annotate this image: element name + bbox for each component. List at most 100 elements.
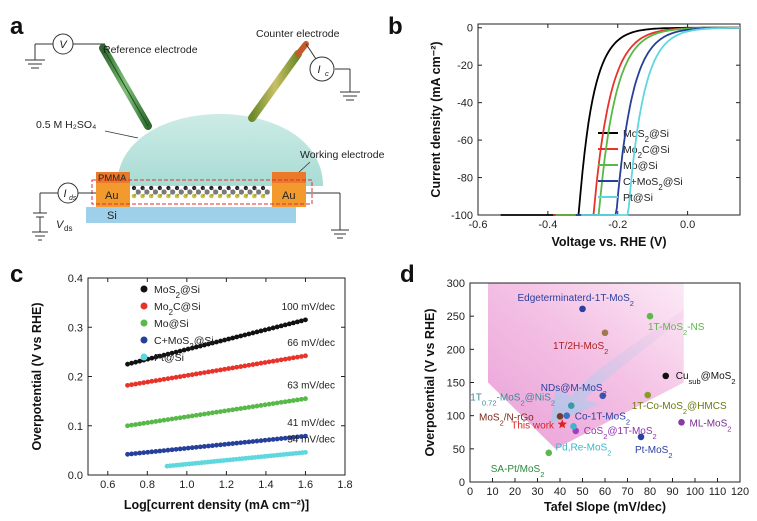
counter-electrode-cap xyxy=(295,41,309,57)
y-tick-label: 300 xyxy=(447,278,465,290)
data-point xyxy=(286,398,292,404)
data-point xyxy=(214,339,219,345)
data-point xyxy=(258,403,264,408)
data-point xyxy=(149,419,155,425)
data-point xyxy=(185,445,191,451)
data-point xyxy=(133,422,139,427)
vds-sub: ds xyxy=(64,224,72,233)
tafel-slope-label: 34 mV/dec xyxy=(287,434,335,445)
x-axis-label: Voltage vs. RHE (V) xyxy=(551,235,666,249)
x-tick-label: 60 xyxy=(599,486,611,498)
data-point xyxy=(173,415,179,421)
data-point xyxy=(222,366,227,372)
data-point xyxy=(299,396,304,402)
reference-circuit xyxy=(25,43,105,69)
data-point xyxy=(210,340,215,346)
x-tick-label: -0.6 xyxy=(469,219,488,231)
data-point xyxy=(137,358,143,364)
data-point xyxy=(290,434,296,440)
data-point xyxy=(254,329,260,335)
data-point xyxy=(181,347,187,353)
data-point xyxy=(266,401,272,407)
y-tick-label: 0.2 xyxy=(68,372,83,384)
y-tick-label: 150 xyxy=(447,378,465,390)
pmma-left xyxy=(96,172,130,183)
data-point xyxy=(282,322,288,328)
data-point xyxy=(662,372,670,380)
data-point xyxy=(299,318,304,324)
reference-electrode-wire xyxy=(102,47,149,127)
y-tick-label: 100 xyxy=(447,411,465,423)
data-point xyxy=(169,350,175,356)
data-point xyxy=(153,419,159,424)
data-point xyxy=(129,451,134,457)
data-point xyxy=(197,412,203,418)
bond xyxy=(236,187,242,193)
data-point xyxy=(274,436,280,442)
x-tick-label: -0.2 xyxy=(608,219,627,231)
data-point xyxy=(242,439,248,445)
data-point xyxy=(133,381,139,387)
data-point xyxy=(246,439,252,445)
mos2-lattice xyxy=(131,185,270,199)
data-point xyxy=(250,404,256,410)
data-point xyxy=(201,411,207,417)
bond xyxy=(193,191,199,197)
x-tick-label: 0.8 xyxy=(140,479,155,491)
bond xyxy=(142,187,148,193)
tafel-slope-label: 66 mV/dec xyxy=(287,338,335,349)
data-point xyxy=(303,449,308,455)
data-point xyxy=(226,336,232,342)
data-point xyxy=(218,367,223,373)
data-point xyxy=(274,358,280,363)
data-point xyxy=(145,449,151,455)
data-point xyxy=(177,374,183,380)
point-label: 1T-Co-MoS2@HMCS xyxy=(632,401,727,416)
x-tick-label: 90 xyxy=(666,486,678,498)
data-point xyxy=(278,323,284,329)
legend-marker xyxy=(140,353,148,361)
bond xyxy=(211,187,216,193)
x-axis-label: Log[current density (mA cm⁻²)] xyxy=(124,498,309,512)
data-point xyxy=(266,359,272,365)
point-label: 1T-MoS2-NS xyxy=(648,322,705,337)
bond xyxy=(133,191,139,197)
y-tick-label: 0.1 xyxy=(68,421,83,433)
data-point xyxy=(278,399,284,405)
data-point xyxy=(570,422,577,430)
y-tick-label: -60 xyxy=(457,135,473,147)
bond xyxy=(219,187,225,193)
data-point xyxy=(262,360,268,365)
legend-entry: Pt@Si xyxy=(623,192,653,204)
data-point xyxy=(274,324,280,330)
data-point xyxy=(145,420,151,426)
y-axis-label: Overpotential (V vs RHE) xyxy=(423,309,437,457)
data-point xyxy=(210,368,215,374)
data-point xyxy=(290,320,296,326)
data-point xyxy=(210,443,215,449)
bond xyxy=(133,187,139,193)
tafel-chart: 0.6 0.8 1.0 1.2 1.4 1.6 1.8 0.0 0.1 0.2 0.3 0.4 Log[… xyxy=(30,273,353,512)
data-point xyxy=(246,331,252,337)
data-point xyxy=(218,442,223,448)
data-point xyxy=(258,360,264,366)
data-point xyxy=(157,448,163,454)
data-point xyxy=(303,317,308,323)
data-point xyxy=(157,377,163,383)
bond xyxy=(202,191,208,197)
data-point xyxy=(197,343,203,349)
data-point xyxy=(286,321,292,327)
y-tick-label: -20 xyxy=(457,60,473,72)
point-label: Co-1T-MoS2 xyxy=(575,412,630,427)
tafel-slope-label: 100 mV/dec xyxy=(282,302,335,313)
data-point xyxy=(646,312,654,320)
tafel-slope-label: 41 mV/dec xyxy=(287,418,335,429)
counter-electrode-label: Counter electrode xyxy=(256,28,340,40)
data-point xyxy=(678,419,685,426)
data-point xyxy=(181,414,187,420)
x-tick-label: 1.8 xyxy=(337,479,352,491)
data-point xyxy=(206,369,211,375)
data-point xyxy=(218,338,223,344)
data-point xyxy=(214,368,219,373)
